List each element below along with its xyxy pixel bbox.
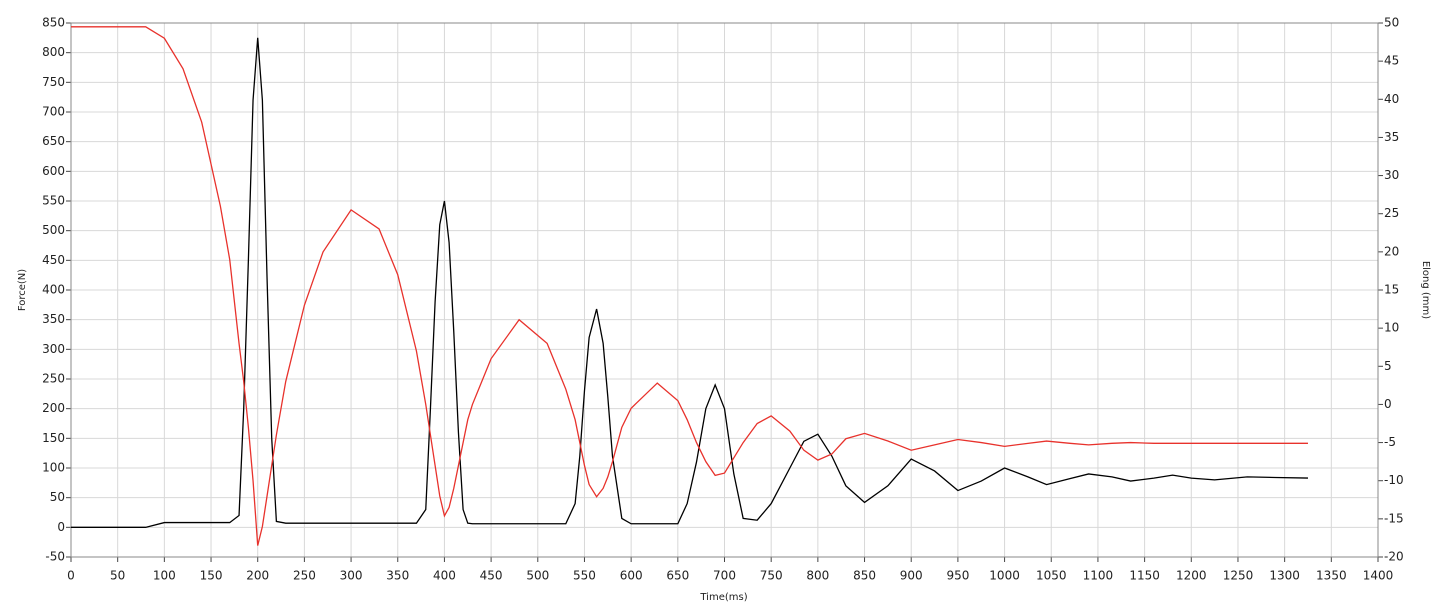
- y-tick-label: 850: [42, 16, 65, 30]
- plot-frame: [70, 22, 1379, 558]
- y-tick-label: 150: [42, 431, 65, 445]
- data-line: [71, 26, 1308, 546]
- y-tick-label: 500: [42, 223, 65, 237]
- y2-tick-label: 50: [1384, 16, 1399, 30]
- y-axis-label: Force(N): [17, 269, 28, 311]
- x-tick-label: 450: [480, 569, 503, 583]
- y2-tick-label: -20: [1384, 550, 1404, 564]
- x-tick-label: 200: [246, 569, 269, 583]
- x-tick-label: 1400: [1363, 569, 1394, 583]
- y-tick-label: 350: [42, 312, 65, 326]
- x-tick-label: 1350: [1316, 569, 1347, 583]
- x-tick-label: 0: [67, 569, 75, 583]
- y2-tick-label: 35: [1384, 130, 1399, 144]
- y2-tick-label: 25: [1384, 206, 1399, 220]
- x-tick-label: 900: [900, 569, 923, 583]
- y-tick-label: 800: [42, 45, 65, 59]
- x-tick-label: 100: [153, 569, 176, 583]
- y-tick-label: 750: [42, 75, 65, 89]
- x-tick-label: 50: [110, 569, 125, 583]
- x-tick-label: 1250: [1223, 569, 1254, 583]
- x-tick-label: 1000: [989, 569, 1020, 583]
- y-tick-label: 300: [42, 342, 65, 356]
- y2-tick-label: -10: [1384, 473, 1404, 487]
- x-tick-label: 950: [946, 569, 969, 583]
- x-tick-label: 800: [806, 569, 829, 583]
- y2-tick-label: 20: [1384, 244, 1399, 258]
- x-tick-label: 400: [433, 569, 456, 583]
- x-tick-label: 350: [386, 569, 409, 583]
- y2-tick-label: 0: [1384, 397, 1392, 411]
- y2-tick-label: 40: [1384, 92, 1399, 106]
- y-tick-label: 0: [57, 520, 65, 534]
- x-tick-label: 850: [853, 569, 876, 583]
- y2-tick-label: 10: [1384, 321, 1399, 335]
- x-axis-label: Time(ms): [699, 592, 747, 603]
- y-tick-label: 650: [42, 134, 65, 148]
- y2-axis-label: Elong (mm): [1420, 261, 1431, 319]
- x-tick-label: 500: [526, 569, 549, 583]
- y-tick-label: 200: [42, 401, 65, 415]
- data-line: [71, 37, 1308, 528]
- y-tick-label: 600: [42, 164, 65, 178]
- x-tick-label: 150: [200, 569, 223, 583]
- y-tick-label: 550: [42, 194, 65, 208]
- y-tick-label: 50: [50, 490, 65, 504]
- x-tick-label: 1050: [1036, 569, 1067, 583]
- y2-tick-label: -5: [1384, 435, 1396, 449]
- x-tick-label: 1200: [1176, 569, 1207, 583]
- y2-tick-label: 30: [1384, 168, 1399, 182]
- y-tick-label: 250: [42, 372, 65, 386]
- x-tick-label: 700: [713, 569, 736, 583]
- y2-tick-label: 15: [1384, 283, 1399, 297]
- x-tick-label: 600: [620, 569, 643, 583]
- y-tick-label: 450: [42, 253, 65, 267]
- y-tick-label: -50: [45, 550, 65, 564]
- x-tick-label: 750: [760, 569, 783, 583]
- x-tick-label: 550: [573, 569, 596, 583]
- y-tick-label: 700: [42, 105, 65, 119]
- y2-tick-label: 5: [1384, 359, 1392, 373]
- x-tick-label: 1300: [1269, 569, 1300, 583]
- x-tick-label: 300: [340, 569, 363, 583]
- y2-tick-label: 45: [1384, 54, 1399, 68]
- x-tick-label: 250: [293, 569, 316, 583]
- y-tick-label: 400: [42, 283, 65, 297]
- y-tick-label: 100: [42, 461, 65, 475]
- y2-tick-label: -15: [1384, 511, 1404, 525]
- x-tick-label: 1150: [1129, 569, 1160, 583]
- x-tick-label: 650: [666, 569, 689, 583]
- x-tick-label: 1100: [1083, 569, 1114, 583]
